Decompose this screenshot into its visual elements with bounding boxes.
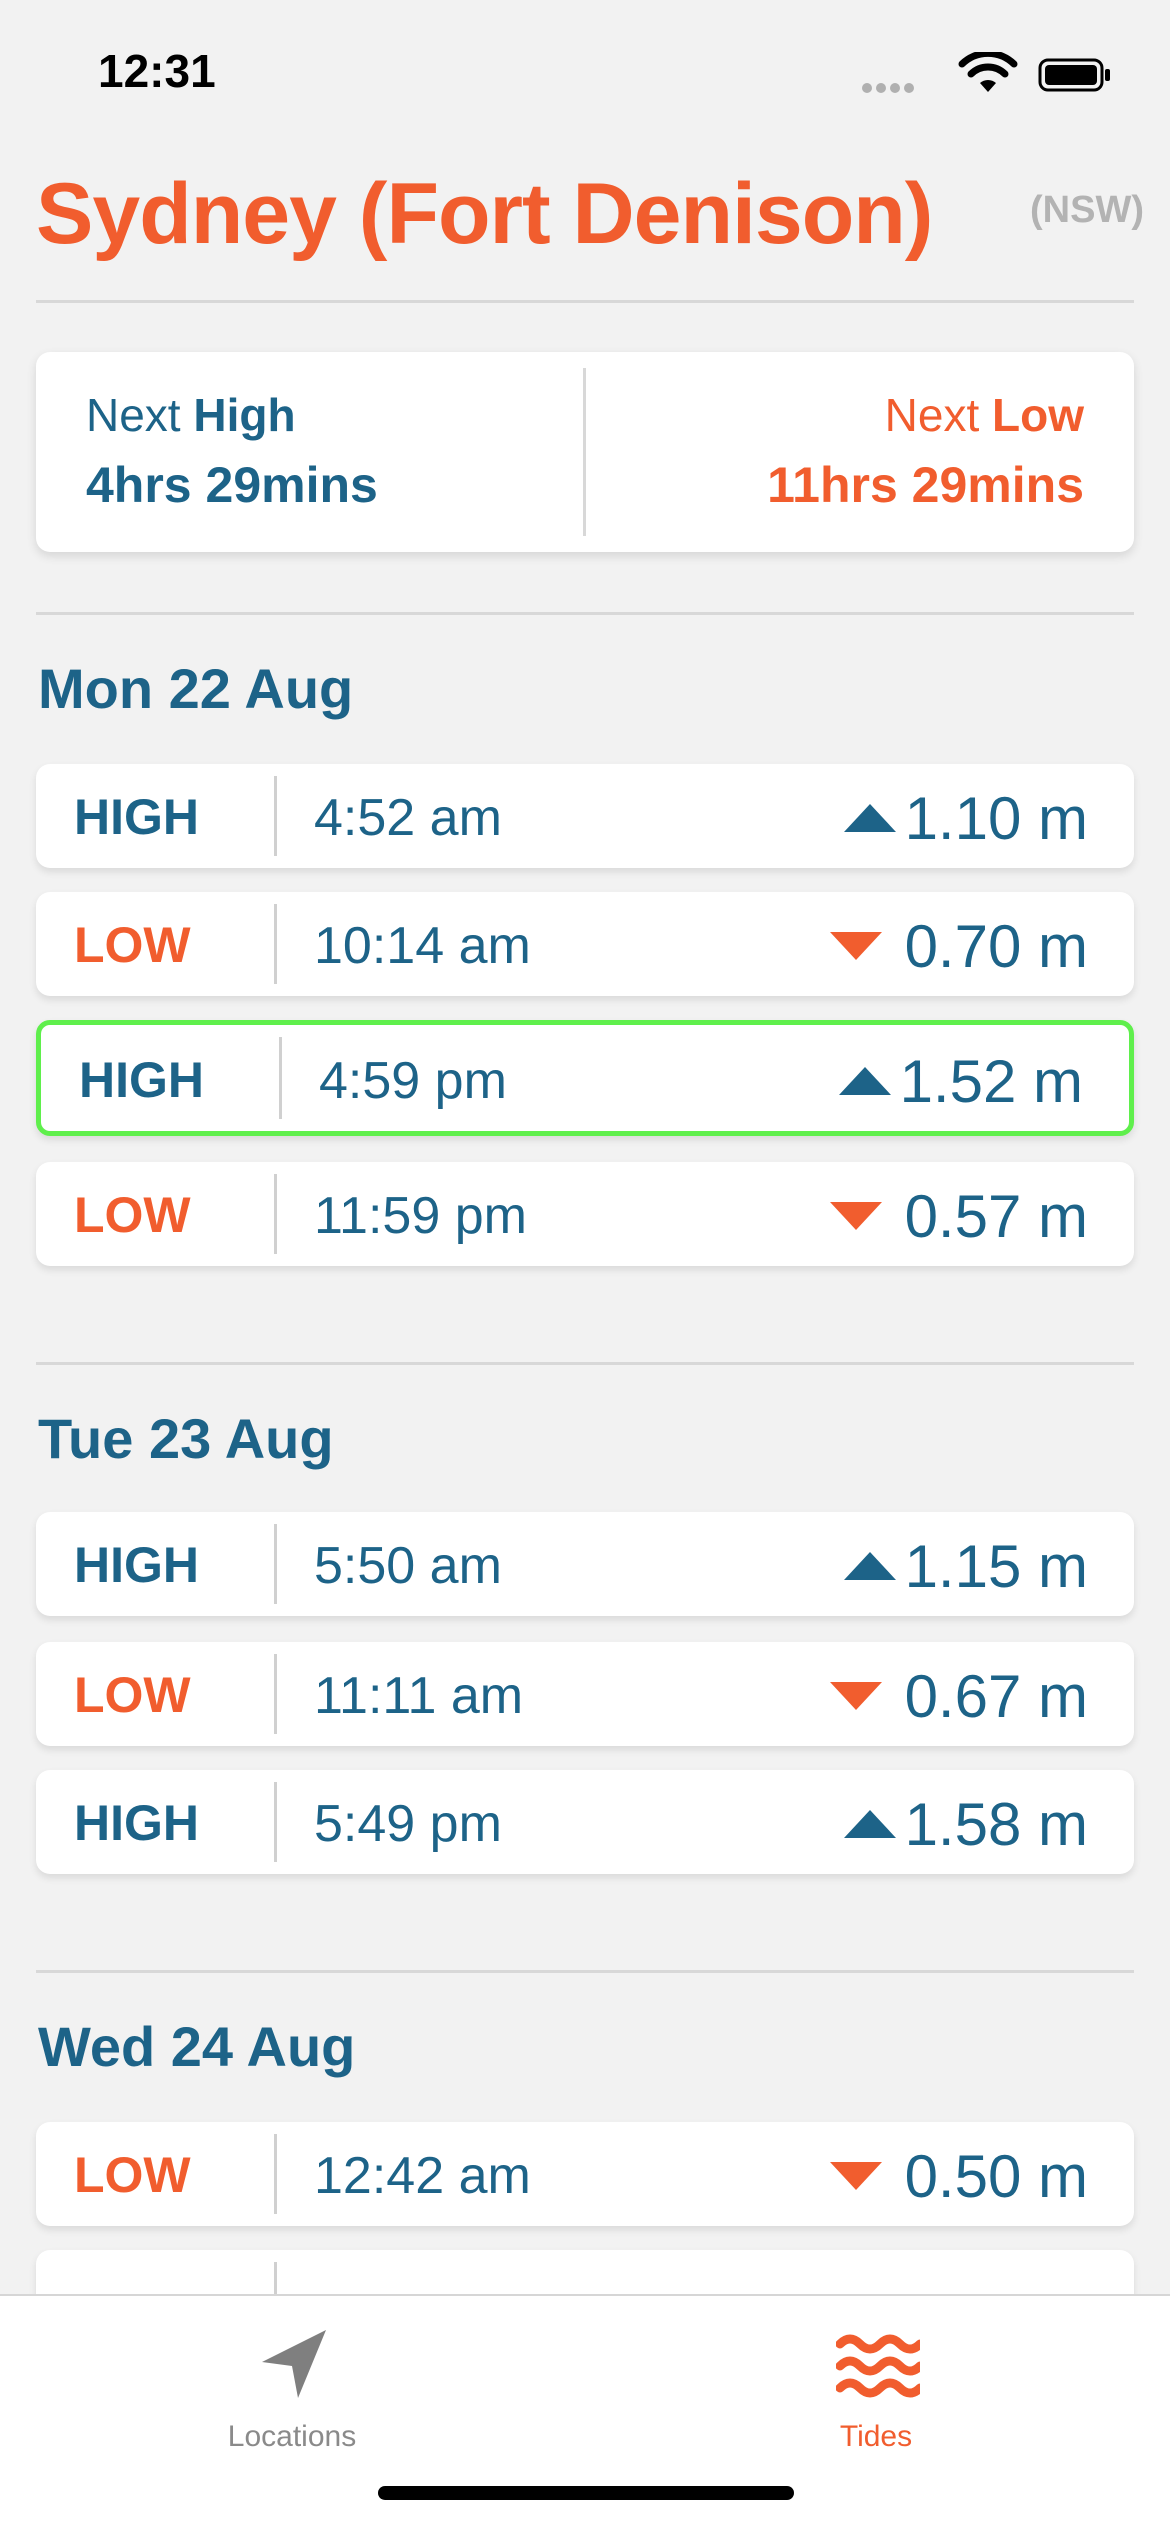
arrow-up-icon xyxy=(839,1067,891,1095)
divider xyxy=(274,1782,277,1862)
tide-type: HIGH xyxy=(74,1537,199,1593)
next-tides-card: Next High 4hrs 29mins Next Low 11hrs 29m… xyxy=(36,352,1134,552)
tide-height: 0.70 m xyxy=(904,913,1088,980)
tide-row[interactable]: HIGH 5:50 am 1.15 m xyxy=(36,1512,1134,1616)
cellular-signal-icon xyxy=(862,80,918,98)
divider xyxy=(279,1037,282,1119)
tide-time: 5:49 pm xyxy=(314,1795,502,1853)
status-icons xyxy=(862,52,1122,98)
tide-row[interactable]: LOW 10:14 am 0.70 m xyxy=(36,892,1134,996)
day-heading: Mon 22 Aug xyxy=(38,657,354,720)
page-title: Sydney (Fort Denison) xyxy=(36,166,933,262)
arrow-down-icon xyxy=(830,932,882,960)
tide-height: 1.52 m xyxy=(899,1048,1083,1115)
tide-height: 0.50 m xyxy=(904,2143,1088,2210)
waves-icon xyxy=(836,2334,920,2398)
next-high-countdown: 4hrs 29mins xyxy=(86,457,378,513)
tide-row[interactable]: LOW 11:59 pm 0.57 m xyxy=(36,1162,1134,1266)
tide-row[interactable]: HIGH 4:52 am 1.10 m xyxy=(36,764,1134,868)
divider xyxy=(36,300,1134,303)
tide-height: 0.67 m xyxy=(904,1663,1088,1730)
status-bar: 12:31 xyxy=(0,0,1170,140)
divider xyxy=(274,1654,277,1734)
arrow-down-icon xyxy=(830,1682,882,1710)
tide-height: 1.58 m xyxy=(904,1791,1088,1858)
home-indicator[interactable] xyxy=(378,2486,794,2500)
location-arrow-icon xyxy=(262,2330,326,2398)
divider xyxy=(36,1362,1134,1365)
tide-type: LOW xyxy=(74,917,191,973)
wifi-icon xyxy=(958,52,1018,92)
divider xyxy=(274,2134,277,2214)
arrow-up-icon xyxy=(844,1552,896,1580)
next-high-kind: High xyxy=(193,389,296,441)
next-high: Next High 4hrs 29mins xyxy=(86,388,378,514)
next-low-kind: Low xyxy=(992,389,1084,441)
tide-type: LOW xyxy=(74,1667,191,1723)
divider xyxy=(274,904,277,984)
tab-label: Tides xyxy=(839,2420,913,2453)
status-time: 12:31 xyxy=(98,45,216,97)
tide-row[interactable]: HIGH 5:49 pm 1.58 m xyxy=(36,1770,1134,1874)
tide-type: LOW xyxy=(74,2147,191,2203)
location-header: Sydney (Fort Denison) (NSW) xyxy=(36,165,1146,275)
day-heading: Wed 24 Aug xyxy=(38,2015,356,2078)
arrow-up-icon xyxy=(844,804,896,832)
tide-row[interactable]: LOW 11:11 am 0.67 m xyxy=(36,1642,1134,1746)
tide-type: HIGH xyxy=(74,1795,199,1851)
divider xyxy=(36,1970,1134,1973)
tide-height: 1.15 m xyxy=(904,1533,1088,1600)
tab-locations[interactable]: Locations xyxy=(132,2310,452,2460)
tide-type: HIGH xyxy=(74,789,199,845)
arrow-up-icon xyxy=(844,1810,896,1838)
next-low: Next Low 11hrs 29mins xyxy=(767,388,1084,514)
tide-time: 4:59 pm xyxy=(319,1052,507,1110)
tide-type: HIGH xyxy=(79,1052,204,1108)
tide-time: 12:42 am xyxy=(314,2147,531,2205)
tide-row[interactable]: LOW 12:42 am 0.50 m xyxy=(36,2122,1134,2226)
battery-icon xyxy=(1038,58,1110,92)
state-badge: (NSW) xyxy=(1030,189,1144,231)
divider xyxy=(274,1174,277,1254)
divider xyxy=(274,1524,277,1604)
arrow-down-icon xyxy=(830,2162,882,2190)
tab-tides[interactable]: Tides xyxy=(716,2310,1036,2460)
tide-height: 0.57 m xyxy=(904,1183,1088,1250)
next-high-prefix: Next xyxy=(86,389,194,441)
divider xyxy=(274,776,277,856)
day-heading: Tue 23 Aug xyxy=(38,1407,334,1470)
tide-time: 5:50 am xyxy=(314,1537,502,1595)
arrow-down-icon xyxy=(830,1202,882,1230)
tide-time: 11:59 pm xyxy=(314,1187,527,1245)
tide-height: 1.10 m xyxy=(904,785,1088,852)
next-low-prefix: Next xyxy=(884,389,993,441)
next-low-countdown: 11hrs 29mins xyxy=(767,457,1084,513)
tide-time: 10:14 am xyxy=(314,917,531,975)
tide-time: 4:52 am xyxy=(314,789,502,847)
divider xyxy=(583,368,586,536)
tide-time: 11:11 am xyxy=(314,1667,524,1725)
tide-row-current[interactable]: HIGH 4:59 pm 1.52 m xyxy=(36,1020,1134,1136)
tab-label: Locations xyxy=(227,2420,357,2453)
divider xyxy=(36,612,1134,615)
tide-type: LOW xyxy=(74,1187,191,1243)
